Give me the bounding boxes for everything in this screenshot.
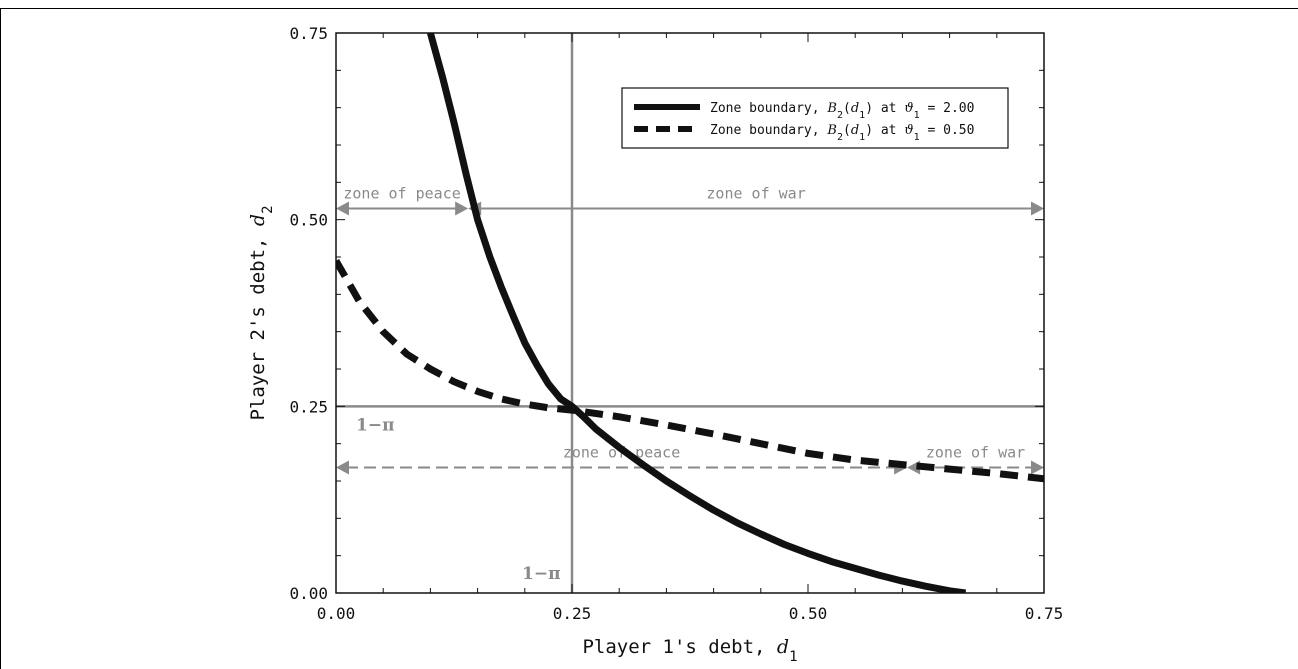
x-tick-label: 0.25 bbox=[553, 604, 592, 623]
zone-label: zone of war bbox=[706, 184, 805, 202]
frame-top-rule bbox=[0, 8, 1298, 9]
reference-label-horizontal: 1−π bbox=[356, 415, 395, 435]
y-tick-label: 0.00 bbox=[289, 584, 328, 603]
zone-arrow-head-right bbox=[1031, 460, 1044, 475]
reference-label-vertical: 1−π bbox=[522, 564, 561, 584]
x-axis-title: Player 1's debt, d1 bbox=[582, 636, 797, 665]
zone-label: zone of peace bbox=[343, 184, 460, 202]
plot-area-border bbox=[335, 32, 1045, 594]
frame-left-rule bbox=[0, 8, 1, 669]
legend-box bbox=[621, 87, 1009, 149]
zone-arrow-head-left bbox=[336, 201, 349, 216]
x-tick-label: 0.50 bbox=[789, 604, 828, 623]
legend-label-1: Zone boundary, B2(d1) at ϑ1 = 2.00 bbox=[710, 101, 974, 121]
x-tick-label: 0.00 bbox=[317, 604, 356, 623]
x-tick-label: 0.75 bbox=[1025, 604, 1064, 623]
legend-label-2: Zone boundary, B2(d1) at ϑ1 = 0.50 bbox=[710, 123, 974, 143]
zone-arrow-head-right bbox=[455, 201, 469, 216]
y-axis-title: Player 2's debt, d2 bbox=[247, 205, 276, 420]
zone-label: zone of war bbox=[926, 444, 1025, 462]
y-tick-label: 0.75 bbox=[289, 24, 328, 43]
series-line-2 bbox=[336, 258, 1044, 483]
series-line-1 bbox=[427, 33, 967, 593]
y-tick-label: 0.25 bbox=[289, 397, 328, 416]
zone-arrow-head-left bbox=[336, 460, 349, 475]
zone-arrow-head-right bbox=[1031, 201, 1044, 216]
y-tick-label: 0.50 bbox=[289, 211, 328, 230]
